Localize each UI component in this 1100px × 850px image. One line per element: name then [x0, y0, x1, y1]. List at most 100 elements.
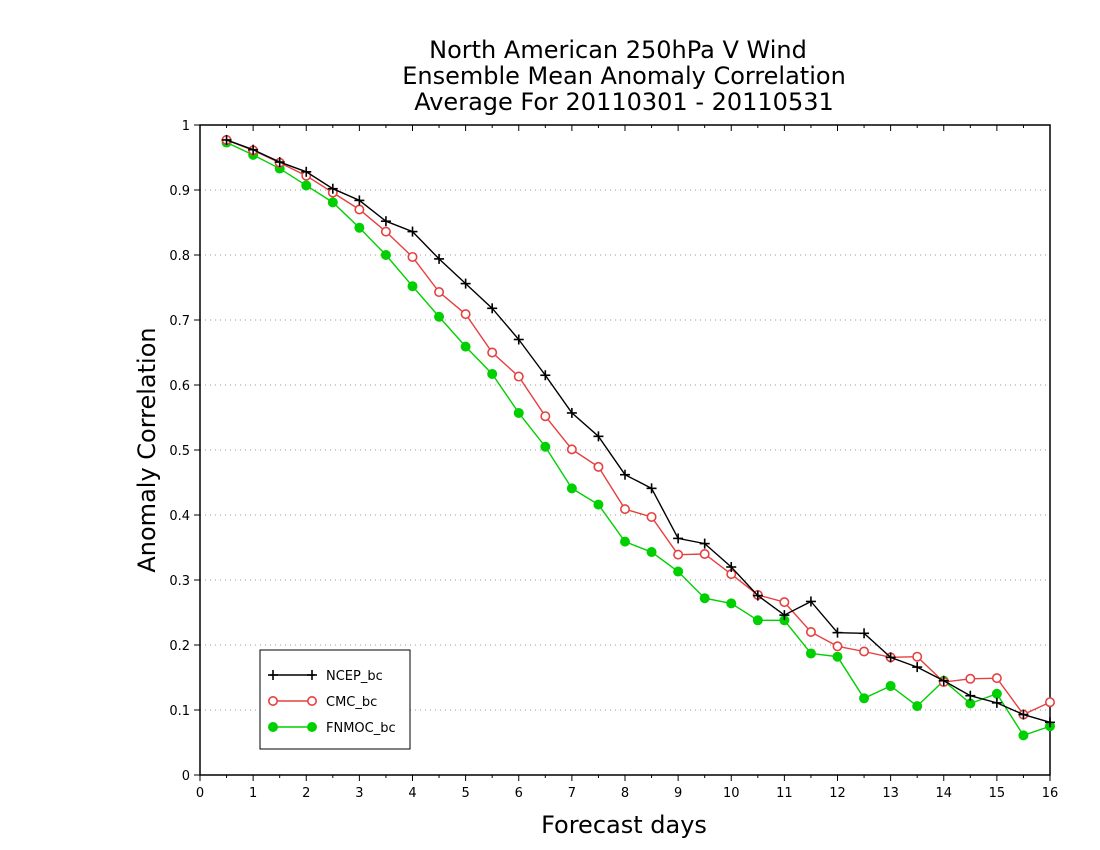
y-tick-label: 0.6: [169, 379, 190, 394]
data-point: [380, 250, 391, 260]
data-point: [832, 641, 843, 652]
data-point: [1045, 697, 1056, 708]
x-tick-label: 4: [408, 786, 416, 801]
data-point: [540, 411, 551, 422]
y-tick-label: 0.9: [169, 184, 190, 199]
y-tick-label: 0.1: [169, 704, 190, 719]
data-point: [779, 610, 790, 621]
data-point: [752, 615, 763, 626]
x-tick-label: 15: [989, 786, 1006, 801]
data-point: [248, 144, 259, 155]
data-point: [726, 598, 737, 609]
series-line: [226, 139, 1051, 716]
legend: NCEP_bc CMC_bc FNMOC_bc: [259, 649, 411, 750]
data-point: [699, 548, 710, 559]
data-point: [646, 483, 657, 494]
data-point: [912, 651, 923, 662]
data-point: [407, 251, 418, 262]
data-point: [620, 536, 630, 547]
data-point: [301, 180, 312, 191]
data-point: [593, 461, 604, 472]
x-tick-label: 16: [1042, 786, 1059, 801]
data-point: [752, 590, 763, 601]
data-point: [566, 483, 577, 494]
data-point: [460, 278, 471, 289]
x-tick-label: 7: [568, 786, 576, 801]
data-point: [301, 166, 312, 177]
data-point: [460, 341, 471, 352]
x-tick-label: 6: [515, 786, 523, 801]
data-point: [1018, 709, 1029, 720]
data-point: [434, 287, 445, 298]
data-point: [699, 593, 710, 604]
data-point: [832, 627, 843, 638]
data-point: [380, 216, 391, 227]
data-point: [1045, 717, 1055, 728]
x-tick-label: 2: [302, 786, 310, 801]
x-tick-label: 0: [196, 786, 204, 801]
y-tick-label: 0.3: [169, 574, 190, 589]
data-point: [354, 222, 365, 233]
data-point: [619, 504, 630, 515]
x-tick-label: 8: [621, 786, 629, 801]
data-point: [460, 309, 471, 320]
data-point: [354, 195, 365, 206]
data-point: [912, 701, 923, 712]
data-point: [912, 662, 923, 673]
data-point: [434, 253, 445, 264]
x-axis-label: Forecast days: [541, 811, 707, 839]
data-point: [805, 648, 816, 659]
data-point: [859, 646, 870, 657]
data-point: [646, 547, 657, 558]
data-point: [965, 690, 976, 701]
data-point: [434, 311, 445, 322]
data-point: [885, 680, 896, 691]
data-point: [805, 626, 816, 637]
x-tick-label: 9: [674, 786, 682, 801]
data-point: [991, 697, 1002, 708]
x-tick-label: 13: [882, 786, 899, 801]
y-tick-label: 0: [182, 769, 190, 784]
data-point: [540, 441, 551, 452]
legend-marker-start: [268, 722, 278, 732]
y-tick-label: 0.4: [169, 509, 190, 524]
data-point: [593, 431, 604, 442]
data-point: [487, 347, 498, 358]
data-point: [620, 469, 630, 480]
x-tick-label: 10: [723, 786, 740, 801]
legend-marker-end: [307, 670, 317, 680]
legend-marker-end: [307, 722, 317, 732]
data-point: [991, 688, 1002, 699]
legend-marker-start: [267, 695, 278, 706]
data-point: [646, 511, 657, 522]
data-point: [699, 538, 710, 549]
data-point: [832, 651, 843, 662]
data-point: [487, 368, 498, 379]
data-point: [327, 197, 338, 208]
legend-marker-start: [268, 670, 278, 680]
legend-label: FNMOC_bc: [326, 721, 396, 736]
data-point: [513, 407, 524, 418]
x-tick-label: 12: [829, 786, 846, 801]
data-point: [859, 628, 870, 639]
axes: 00.10.20.30.40.50.60.70.80.910 1 2 3 4 5 6 7 8 9 1…: [169, 119, 1058, 801]
legend-label: CMC_bc: [326, 695, 377, 710]
chart-title-line-3: Average For 20110301 - 20110531: [414, 88, 834, 116]
data-point: [593, 499, 604, 510]
series: [221, 134, 1056, 741]
series-cmc-bc: [221, 134, 1056, 720]
data-point: [487, 303, 498, 314]
series-line: [226, 141, 1051, 737]
x-tick-label: 5: [461, 786, 469, 801]
data-point: [965, 673, 976, 684]
x-tick-label: 11: [776, 786, 793, 801]
chart-title-line-2: Ensemble Mean Anomaly Correlation: [402, 62, 846, 90]
grid: [200, 189, 1050, 711]
data-point: [354, 204, 365, 215]
y-tick-label: 0.5: [169, 444, 190, 459]
data-point: [805, 596, 816, 607]
data-point: [274, 157, 285, 168]
data-point: [380, 226, 391, 237]
legend-marker-end: [306, 695, 317, 706]
